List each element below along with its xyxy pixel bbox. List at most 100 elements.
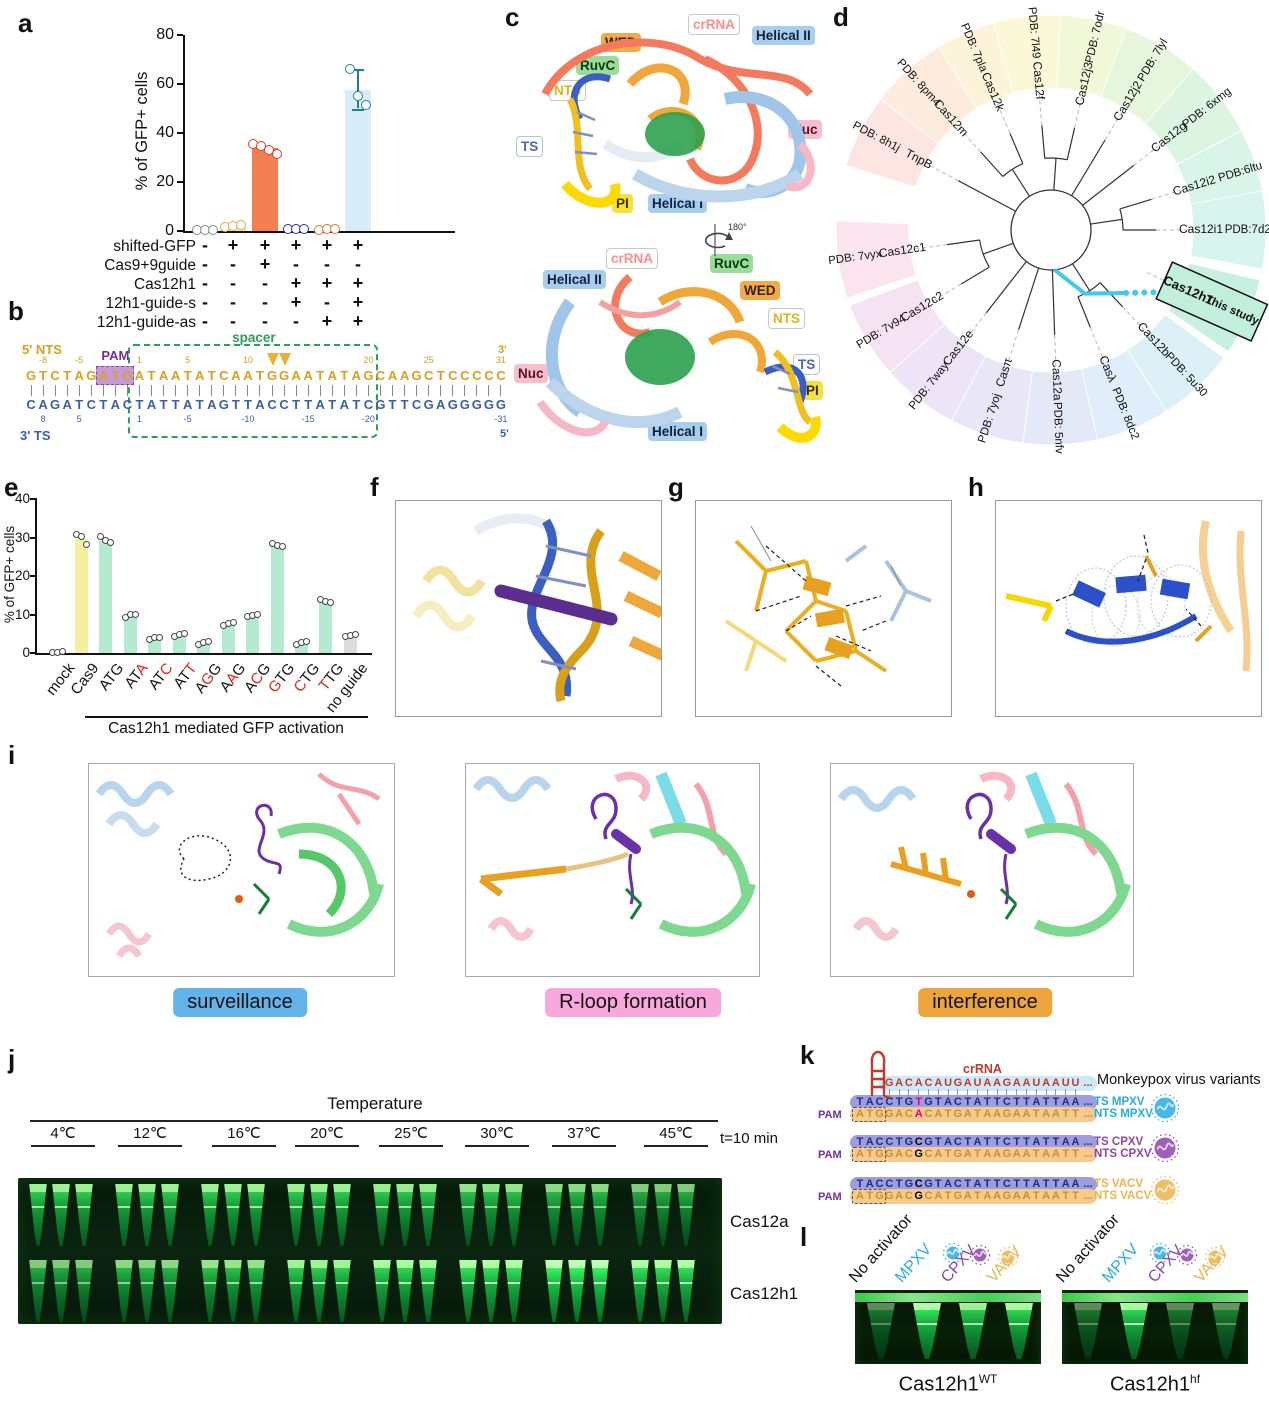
top-position-number: 1 bbox=[136, 355, 142, 365]
nts-base: A bbox=[98, 368, 109, 383]
tube-cap bbox=[333, 1184, 351, 1193]
spacer-label: spacer bbox=[232, 330, 276, 345]
nts-base: G bbox=[1002, 1108, 1012, 1120]
ts-base: T bbox=[895, 1136, 903, 1148]
a-condition-value: + bbox=[352, 292, 364, 312]
nts-5prime-label: 5' NTS bbox=[22, 342, 62, 357]
tube-cap bbox=[161, 1184, 179, 1193]
ts-base: G bbox=[904, 1136, 914, 1148]
basepair-line bbox=[283, 385, 285, 396]
ts-base: T bbox=[292, 397, 301, 412]
ts-base: T bbox=[964, 1178, 972, 1190]
crrna-ts-pairing-tick bbox=[1055, 1089, 1057, 1095]
ts-base: A bbox=[973, 1096, 982, 1108]
tube-meniscus bbox=[288, 1282, 304, 1285]
tube-meniscus bbox=[311, 1282, 327, 1285]
a-data-point bbox=[236, 220, 246, 231]
basepair-line bbox=[488, 385, 490, 396]
crrna-base: G bbox=[885, 1077, 894, 1089]
e-data-point bbox=[180, 630, 188, 638]
panel-letter-b: b bbox=[8, 296, 24, 326]
tube-cap bbox=[631, 1184, 649, 1193]
basepair-line bbox=[404, 385, 406, 396]
basepair-line bbox=[247, 385, 249, 396]
virus-icon bbox=[969, 1244, 991, 1266]
virus-genome-squiggle bbox=[1156, 1102, 1175, 1111]
taxon-pdb: PDB: 5nfv bbox=[1051, 402, 1065, 454]
basepair-line bbox=[331, 385, 333, 396]
tube-meniscus bbox=[632, 1206, 648, 1209]
nts-base: G bbox=[885, 1148, 894, 1160]
ts-base: T bbox=[856, 1096, 864, 1108]
pam-label: PAM bbox=[818, 1109, 842, 1121]
nts-3prime-label: 3' bbox=[498, 344, 507, 356]
nts-base: A bbox=[231, 368, 241, 383]
e-data-point bbox=[156, 633, 164, 641]
nts-base: A bbox=[195, 368, 205, 383]
nts-base: T bbox=[974, 1148, 981, 1160]
tree-ring-sector bbox=[947, 354, 1034, 444]
e-y-axis-label: % of GFP+ cells bbox=[2, 525, 17, 624]
nts-base: T bbox=[39, 368, 48, 383]
tube-cap bbox=[224, 1184, 242, 1193]
tree-ring-sector bbox=[1144, 68, 1243, 166]
e-y-axis bbox=[35, 498, 37, 655]
ts-base: G bbox=[904, 1178, 914, 1190]
a-condition-value: + bbox=[352, 273, 364, 293]
temperature-underline bbox=[379, 1145, 443, 1147]
ts-base: G bbox=[483, 397, 494, 412]
crrna-pill bbox=[879, 1076, 1098, 1091]
crrna-ts-pairing-tick bbox=[908, 1089, 910, 1095]
tube-cap bbox=[568, 1184, 586, 1193]
bottom-position-number: 8 bbox=[40, 414, 46, 424]
tube-meniscus bbox=[397, 1206, 413, 1209]
structure-c-top-view bbox=[541, 38, 815, 208]
virus-spikes bbox=[1150, 1093, 1180, 1123]
tree-branch bbox=[1119, 198, 1152, 210]
e-data-point bbox=[58, 648, 66, 656]
a-ytick-mark bbox=[177, 83, 183, 85]
a-ytick-label: 40 bbox=[156, 124, 174, 141]
ts-base: T bbox=[171, 397, 180, 412]
a-condition-value: - bbox=[324, 292, 330, 312]
e-data-point bbox=[278, 543, 286, 551]
panel-letter-h: h bbox=[968, 472, 984, 502]
tree-ring-sector bbox=[845, 95, 941, 188]
nts-base: G bbox=[122, 368, 133, 383]
crrna-ts-pairing-tick bbox=[898, 1089, 900, 1095]
ts-base: A bbox=[1061, 1136, 1070, 1148]
crrna-base: G bbox=[1002, 1077, 1012, 1089]
nts-base: C bbox=[904, 1190, 913, 1202]
nts-base: A bbox=[963, 1148, 972, 1160]
a-condition-value: - bbox=[230, 254, 236, 274]
pam-box bbox=[852, 1147, 887, 1162]
ts-5prime-label: 5' bbox=[500, 428, 509, 440]
tree-branch-extension bbox=[911, 244, 948, 251]
ts-base: A bbox=[1032, 1178, 1041, 1190]
tube-cap bbox=[138, 1260, 156, 1269]
nts-base: A bbox=[1012, 1108, 1021, 1120]
tree-branch bbox=[958, 180, 1016, 212]
a-error-cap-bottom bbox=[352, 108, 364, 111]
pam-label: PAM bbox=[101, 348, 130, 363]
ts-base: C bbox=[86, 397, 96, 412]
a-condition-value: - bbox=[355, 254, 361, 274]
virus-spikes bbox=[1150, 1175, 1180, 1205]
tube-cap bbox=[224, 1260, 242, 1269]
ts-base: T bbox=[231, 397, 240, 412]
nts-base: T bbox=[1032, 1190, 1040, 1202]
nts-base: T bbox=[183, 368, 192, 383]
a-y-axis bbox=[183, 35, 185, 233]
structure-label-helicalii: Helical II bbox=[543, 270, 606, 289]
virus-genome-squiggle bbox=[946, 1248, 961, 1255]
nts-base: A bbox=[983, 1148, 992, 1160]
basepair-line bbox=[428, 385, 430, 396]
virus-spikes bbox=[1149, 1242, 1171, 1264]
tube-cap bbox=[482, 1260, 500, 1269]
ts-base: A bbox=[1071, 1096, 1080, 1108]
nts-base: A bbox=[895, 1108, 904, 1120]
nts-base: A bbox=[914, 1108, 923, 1120]
virus-icon bbox=[1150, 1133, 1180, 1163]
nts-base: T bbox=[1062, 1148, 1070, 1160]
